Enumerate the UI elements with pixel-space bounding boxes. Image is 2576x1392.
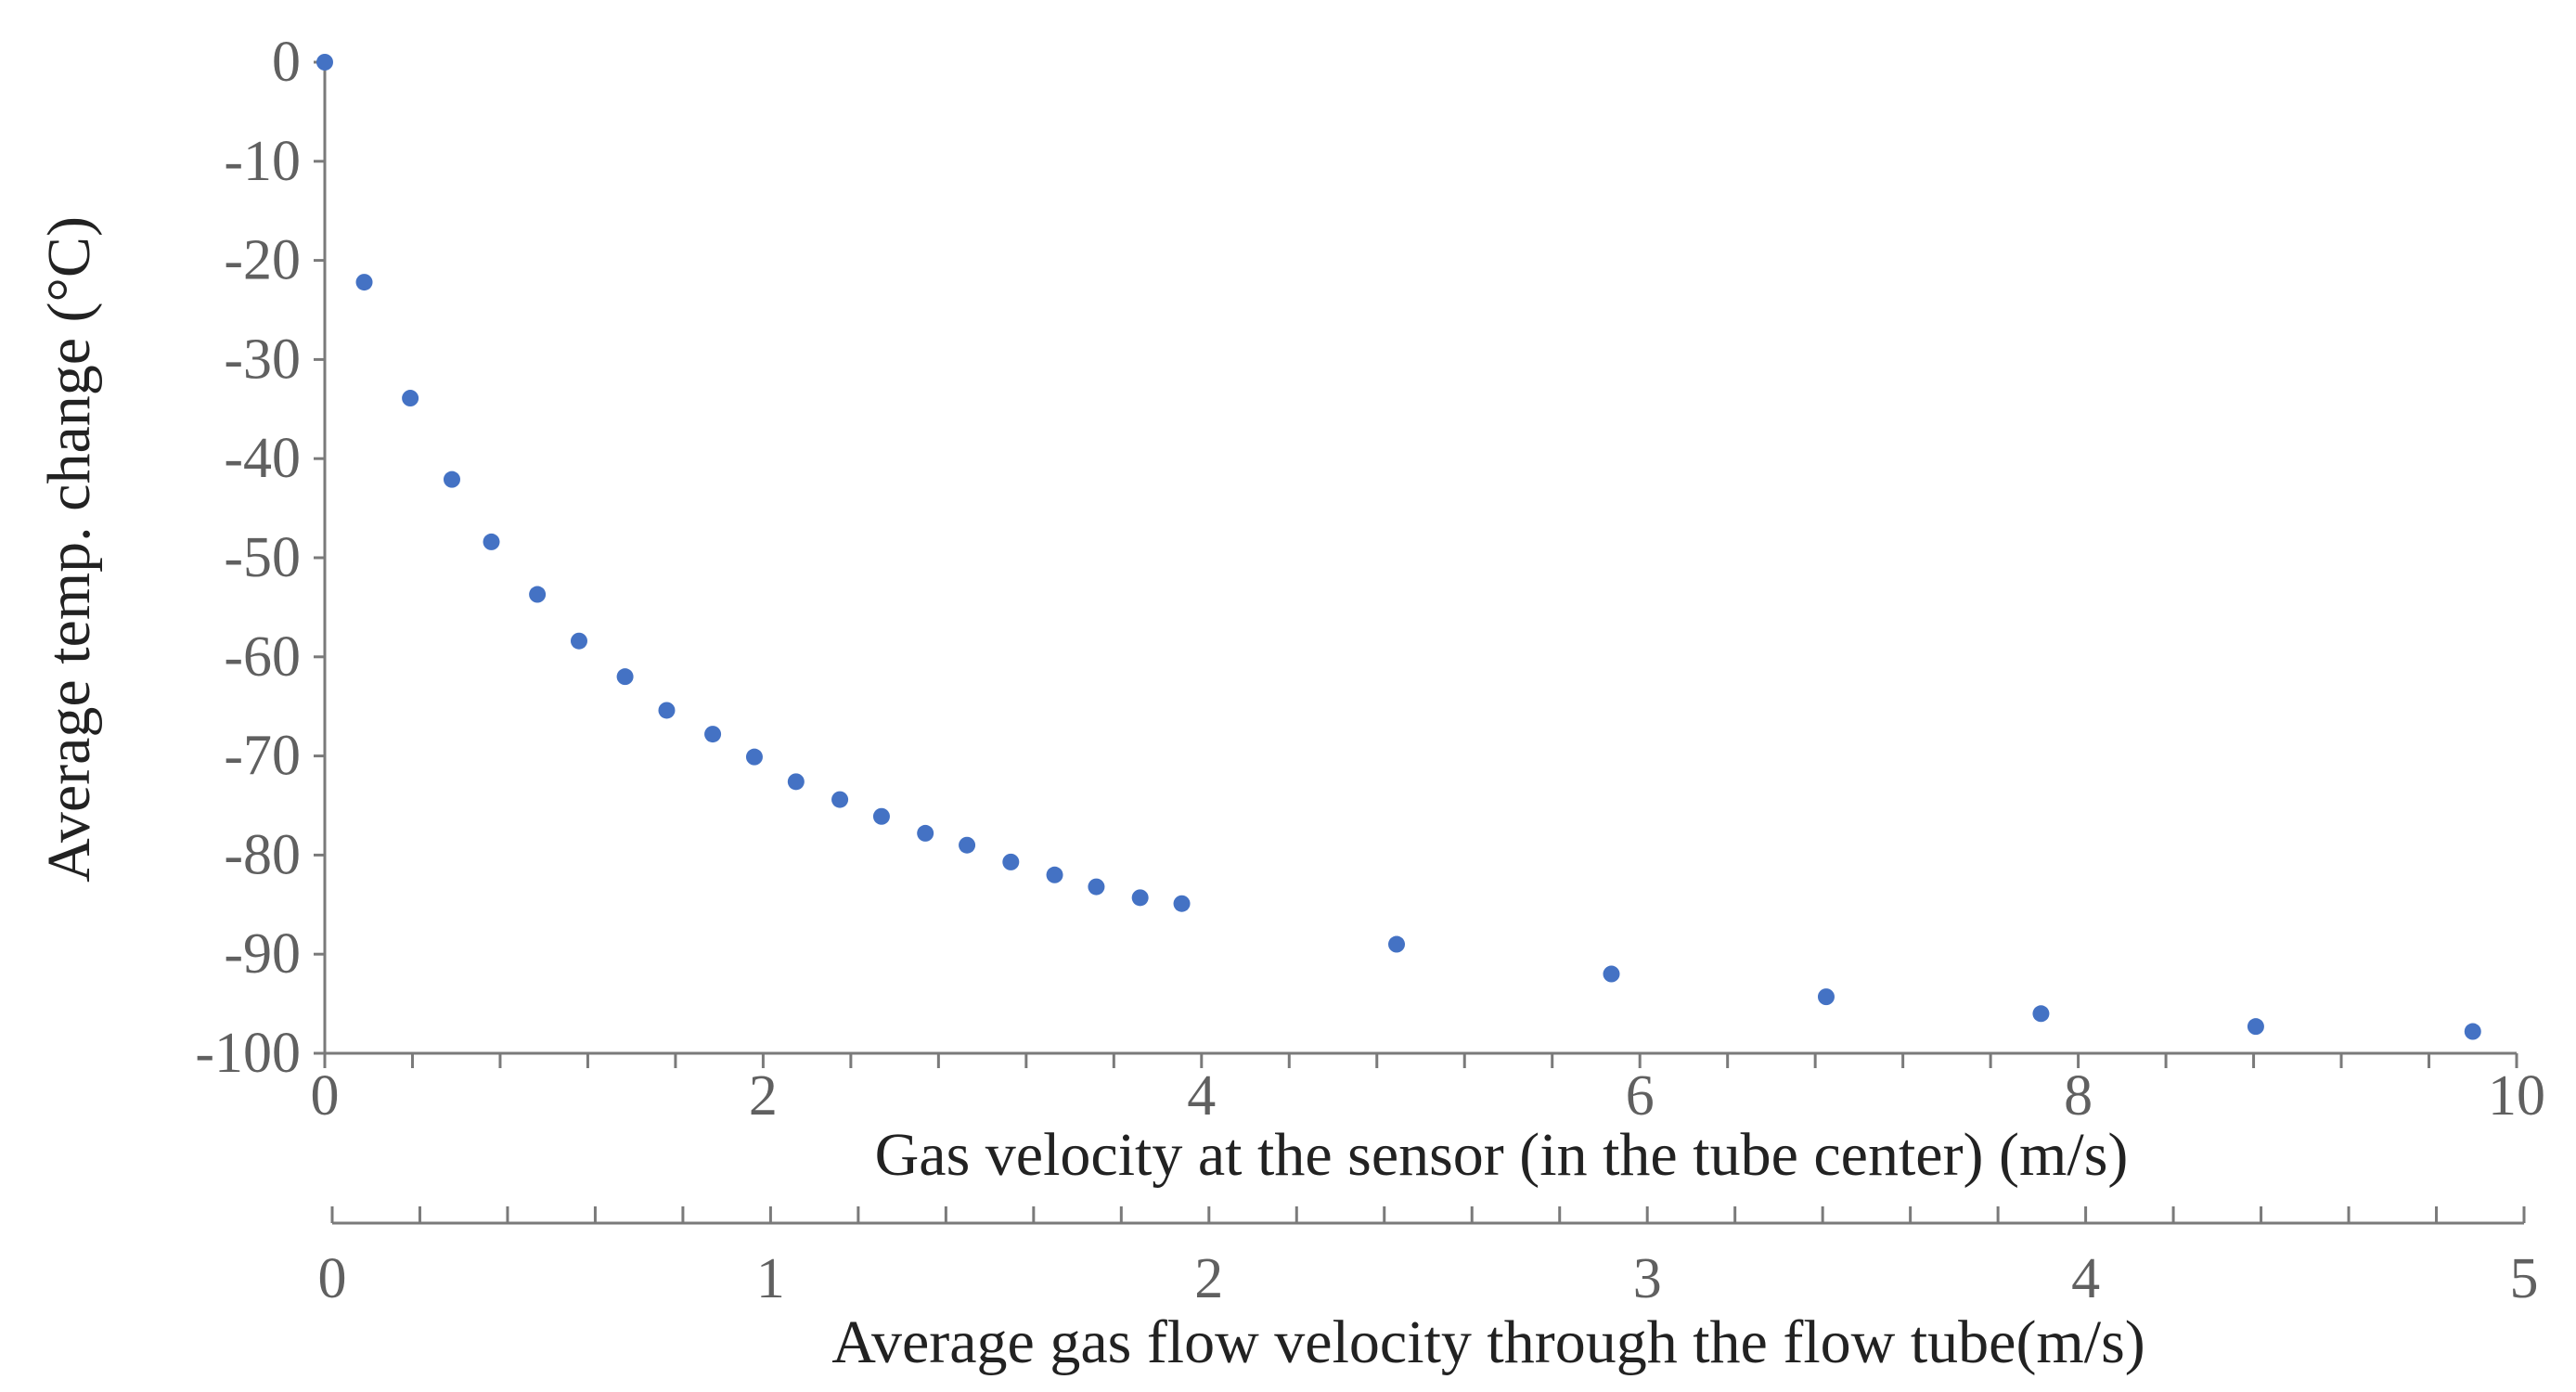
y-tick-label: -40: [224, 427, 301, 490]
x2-tick-label: 2: [1194, 1247, 1223, 1310]
data-point: [1817, 988, 1835, 1006]
data-point: [402, 390, 419, 407]
x-tick-label: 10: [2488, 1064, 2545, 1128]
x2-tick-label: 3: [1633, 1247, 1662, 1310]
data-point: [917, 824, 934, 842]
data-point: [570, 632, 587, 650]
data-point: [787, 773, 805, 791]
data-point: [2247, 1018, 2264, 1036]
y-tick-label: 0: [272, 31, 301, 94]
data-point: [483, 533, 500, 550]
x-axis-title: Gas velocity at the sensor (in the tube …: [875, 1121, 2129, 1189]
data-point: [2032, 1005, 2050, 1023]
x-tick-label: 6: [1626, 1064, 1655, 1128]
y-tick-label: -30: [224, 328, 301, 391]
x2-axis-title: Average gas flow velocity through the fl…: [831, 1308, 2145, 1376]
data-point: [1388, 935, 1406, 953]
x2-tick-label: 1: [756, 1247, 785, 1310]
y-tick-label: -100: [195, 1022, 301, 1085]
y-tick-label: -60: [224, 625, 301, 689]
y-tick-label: -80: [224, 823, 301, 886]
y-tick-label: -50: [224, 526, 301, 589]
data-point: [1088, 878, 1105, 896]
x-tick-label: 8: [2064, 1064, 2093, 1128]
x2-tick-label: 5: [2510, 1247, 2539, 1310]
y-tick-label: -20: [224, 229, 301, 292]
y-tick-label: -90: [224, 922, 301, 986]
y-axis-title: Average temp. change (°C): [35, 216, 103, 883]
x-tick-label: 0: [311, 1064, 340, 1128]
x2-tick-label: 0: [318, 1247, 347, 1310]
data-point: [1603, 965, 1620, 983]
data-point: [831, 791, 849, 808]
data-point: [872, 807, 890, 825]
data-point: [316, 54, 333, 71]
data-point: [745, 748, 763, 766]
data-point: [443, 470, 460, 488]
data-point: [1046, 866, 1063, 883]
data-point: [658, 702, 676, 719]
y-tick-label: -10: [224, 130, 301, 193]
x2-tick-label: 4: [2071, 1247, 2100, 1310]
data-point: [1173, 895, 1191, 912]
x-tick-label: 4: [1187, 1064, 1216, 1128]
data-point: [2464, 1023, 2481, 1040]
data-point: [355, 274, 373, 291]
data-point: [1131, 889, 1149, 907]
data-point: [529, 586, 547, 603]
x-tick-label: 2: [749, 1064, 778, 1128]
data-point: [959, 836, 976, 854]
y-tick-label: -70: [224, 725, 301, 788]
data-point: [1002, 853, 1020, 870]
data-points: [316, 54, 2481, 1040]
data-point: [704, 726, 722, 743]
data-point: [616, 668, 634, 686]
